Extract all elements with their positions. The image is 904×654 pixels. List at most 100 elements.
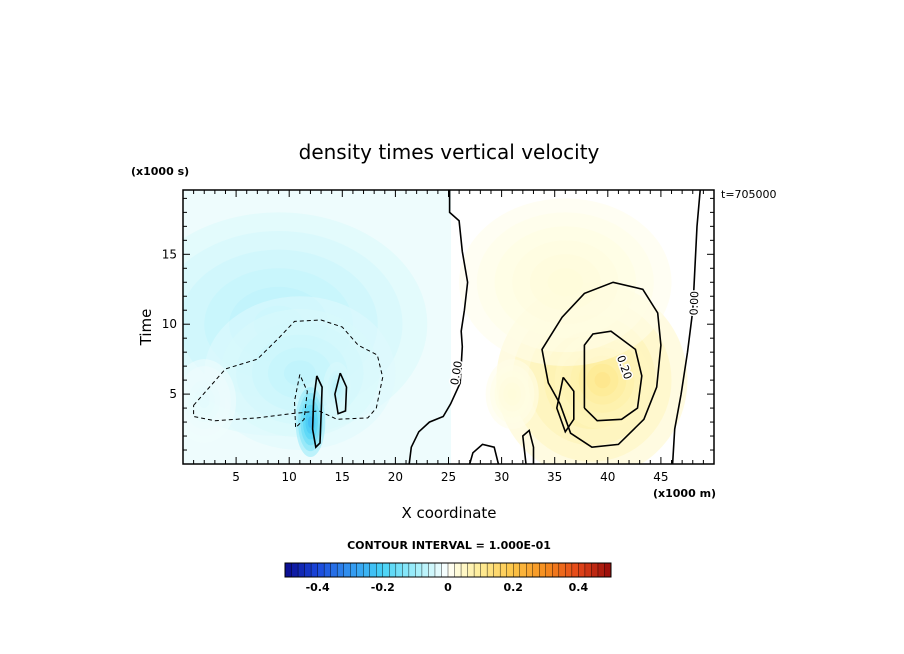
colorbar-segment (460, 562, 469, 578)
colorbar-segment (519, 562, 527, 578)
colorbar-tick-label: 0.4 (569, 581, 589, 594)
colorbar-segment (428, 562, 436, 578)
colorbar-segment (565, 562, 573, 578)
colorbar-segment (552, 562, 560, 578)
colorbar-segment (480, 562, 488, 578)
colorbar-segment (389, 562, 397, 578)
colorbar-frame (284, 562, 612, 578)
x-unit-label: (x1000 m) (653, 487, 716, 500)
colorbar-segment (317, 562, 325, 578)
colorbar-segment (408, 562, 416, 578)
y-tick-label: 10 (162, 317, 177, 331)
colorbar (284, 562, 612, 578)
x-tick-label: 10 (282, 470, 297, 484)
colorbar-segment (336, 562, 345, 578)
colorbar-segment (363, 562, 371, 578)
contour-line (541, 281, 662, 449)
colorbar-segment (597, 562, 605, 578)
contour-label: 0.00 (448, 360, 465, 386)
y-unit-label: (x1000 s) (131, 165, 189, 178)
colorbar-tick-label: 0.2 (503, 581, 523, 594)
colorbar-segment (499, 562, 508, 578)
x-tick-label: 20 (388, 470, 403, 484)
colorbar-segment (421, 562, 429, 578)
colorbar-segment (356, 562, 364, 578)
contour-label: 0.00 (687, 291, 701, 316)
colorbar-segment (382, 562, 390, 578)
x-tick-label: 25 (441, 470, 456, 484)
contour-line (334, 372, 348, 415)
colorbar-segment (441, 562, 449, 578)
colorbar-segment (584, 562, 592, 578)
x-tick-label: 45 (653, 470, 668, 484)
colorbar-ticks: -0.4 -0.2 0 0.2 0.4 (306, 581, 589, 594)
colorbar-tick-label: -0.4 (306, 581, 330, 594)
y-axis-title: Time (137, 309, 155, 347)
contour-line (468, 443, 500, 464)
x-tick-label: 30 (494, 470, 509, 484)
colorbar-segment (330, 562, 338, 578)
colorbar-segment (506, 562, 514, 578)
colorbar-segment (532, 562, 540, 578)
x-axis: 5 10 15 20 25 30 35 40 45 (193, 190, 704, 484)
colorbar-segment (513, 562, 521, 578)
x-tick-label: 40 (600, 470, 615, 484)
colorbar-segment (578, 562, 586, 578)
contour-interval-label: CONTOUR INTERVAL = 1.000E-01 (347, 539, 551, 552)
x-tick-label: 5 (232, 470, 240, 484)
colorbar-segment (343, 562, 351, 578)
colorbar-segment (310, 562, 319, 578)
field-blob (307, 416, 313, 428)
colorbar-segment (539, 562, 547, 578)
colorbar-segment (545, 562, 553, 578)
colorbar-segment (486, 562, 495, 578)
contour-line (408, 190, 469, 464)
field-blob (594, 371, 611, 389)
contour-line (311, 375, 323, 449)
colorbar-segment (604, 562, 612, 578)
contour-line (555, 376, 575, 434)
y-axis: 5 10 15 (162, 197, 714, 451)
colorbar-segment (415, 562, 423, 578)
colorbar-segment (467, 562, 475, 578)
colorbar-segment (297, 562, 306, 578)
contour-line (521, 428, 535, 464)
colorbar-segment (473, 562, 482, 578)
colorbar-segment (402, 562, 410, 578)
y-tick-label: 15 (162, 247, 177, 261)
contour-line (671, 190, 701, 464)
field-blob (547, 268, 584, 297)
contour-line (583, 330, 643, 422)
contour-line-negative (193, 319, 384, 422)
field-blob (507, 388, 517, 400)
colorbar-segment (395, 562, 403, 578)
colorbar-segment (591, 562, 599, 578)
colorbar-segment (493, 562, 501, 578)
colorbar-segment (571, 562, 579, 578)
colorbar-segment (323, 562, 332, 578)
y-tick-label: 5 (169, 387, 177, 401)
field-blob (283, 360, 316, 386)
contour-line-negative (293, 374, 308, 429)
blob-group (183, 198, 688, 464)
chart-title: density times vertical velocity (299, 140, 600, 164)
colorbar-segment (447, 562, 456, 578)
colorbar-segment (291, 562, 299, 578)
colorbar-segment (369, 562, 377, 578)
field-blob (198, 394, 210, 409)
colorbar-segment (558, 562, 566, 578)
colorbar-segment (350, 562, 358, 578)
x-axis-title: X coordinate (401, 504, 496, 522)
x-tick-label: 15 (335, 470, 350, 484)
field-layer (183, 190, 714, 464)
contour-group (193, 190, 701, 464)
colorbar-segment (376, 562, 384, 578)
colorbar-tick-label: -0.2 (371, 581, 395, 594)
colorbar-segment (454, 562, 462, 578)
colorbar-segment (526, 562, 534, 578)
colorbar-segment (304, 562, 312, 578)
colorbar-segment (284, 562, 293, 578)
colorbar-tick-label: 0 (444, 581, 452, 594)
colorbar-segment (434, 562, 442, 578)
